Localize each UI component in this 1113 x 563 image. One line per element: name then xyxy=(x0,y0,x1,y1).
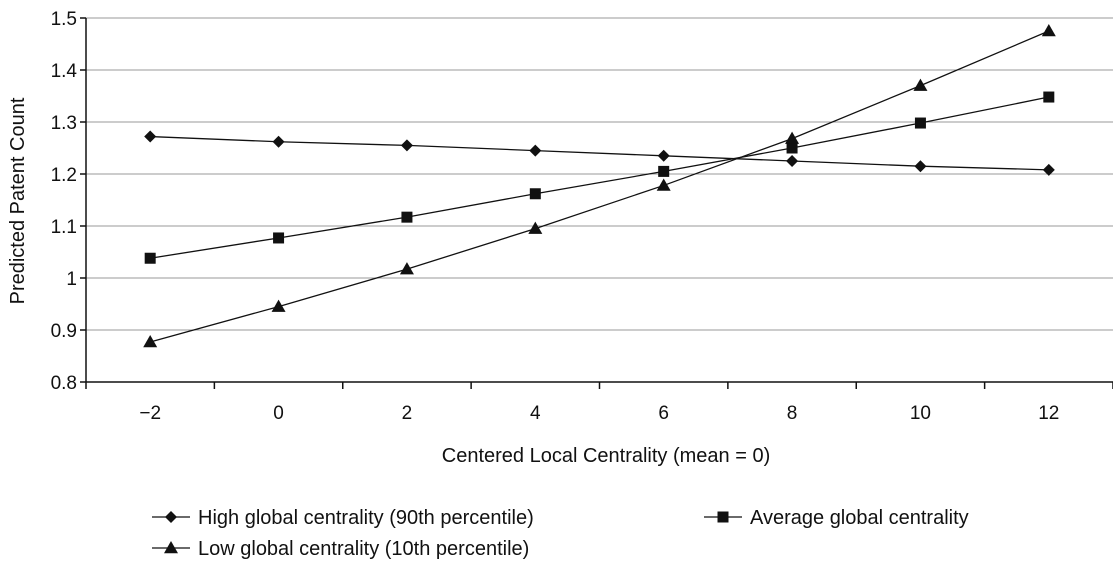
data-point xyxy=(143,334,158,348)
x-tick-label: 12 xyxy=(1038,403,1059,424)
legend-item-diamond: High global centrality (90th percentile) xyxy=(152,507,534,529)
data-point xyxy=(656,178,671,191)
y-tick-label: 0.8 xyxy=(51,373,77,394)
legend-label: High global centrality (90th percentile) xyxy=(198,507,534,529)
data-point xyxy=(401,211,413,223)
legend-marker xyxy=(165,511,177,523)
legend-marker xyxy=(164,541,178,554)
data-point xyxy=(657,149,670,162)
data-point xyxy=(913,78,928,91)
gridlines xyxy=(86,17,1113,331)
data-point xyxy=(273,232,285,244)
series-triangle xyxy=(143,24,1056,348)
data-point xyxy=(914,117,926,129)
x-tick-label: 0 xyxy=(273,403,284,424)
legend-label: Low global centrality (10th percentile) xyxy=(198,538,529,560)
legend-item-square: Average global centrality xyxy=(704,507,969,529)
series-diamond xyxy=(144,130,1055,176)
series-group xyxy=(143,24,1056,348)
axes xyxy=(85,18,1113,383)
data-point xyxy=(786,155,799,167)
y-tick-label: 1.2 xyxy=(51,165,77,186)
legend-marker xyxy=(717,511,729,523)
y-tick-label: 0.9 xyxy=(51,321,77,342)
y-tick-label: 1.1 xyxy=(51,217,77,238)
legend-item-triangle: Low global centrality (10th percentile) xyxy=(152,538,529,560)
data-point xyxy=(658,165,670,177)
data-point xyxy=(144,252,156,264)
x-tick-label: −2 xyxy=(139,403,161,424)
data-point xyxy=(1043,91,1055,103)
y-axis-title: Predicted Patent Count xyxy=(7,97,29,304)
data-point xyxy=(271,299,286,312)
x-tick-label: 6 xyxy=(658,403,669,424)
y-tick-label: 1.5 xyxy=(51,9,77,30)
x-tick-label: 8 xyxy=(787,403,798,424)
y-tick-label: 1 xyxy=(66,269,77,290)
series-square xyxy=(144,91,1055,264)
y-tick-label: 1.3 xyxy=(51,113,77,134)
data-point xyxy=(786,142,798,154)
x-tick-label: 2 xyxy=(402,403,413,424)
data-point xyxy=(528,221,543,234)
data-point xyxy=(1042,163,1055,176)
data-point xyxy=(144,130,157,143)
data-point xyxy=(529,188,541,200)
x-tick-label: 4 xyxy=(530,403,541,424)
legend: High global centrality (90th percentile)… xyxy=(152,507,969,560)
data-point xyxy=(1041,24,1056,37)
x-axis-ticks: −2 0 2 4 6 8 10 12 xyxy=(85,382,1113,424)
data-point xyxy=(400,139,413,152)
data-point xyxy=(914,160,927,173)
y-axis-ticks: 0.8 0.9 1 1.1 1.2 1.3 1.4 1.5 xyxy=(51,9,86,394)
data-point xyxy=(785,131,800,144)
x-tick-label: 10 xyxy=(910,403,931,424)
series-line xyxy=(150,96,1049,259)
x-axis-title: Centered Local Centrality (mean = 0) xyxy=(442,445,771,467)
data-point xyxy=(529,144,542,157)
data-point xyxy=(272,135,285,148)
legend-label: Average global centrality xyxy=(750,507,969,529)
series-line xyxy=(150,30,1050,343)
series-line xyxy=(150,135,1049,171)
data-point xyxy=(399,262,414,275)
y-tick-label: 1.4 xyxy=(51,61,78,82)
